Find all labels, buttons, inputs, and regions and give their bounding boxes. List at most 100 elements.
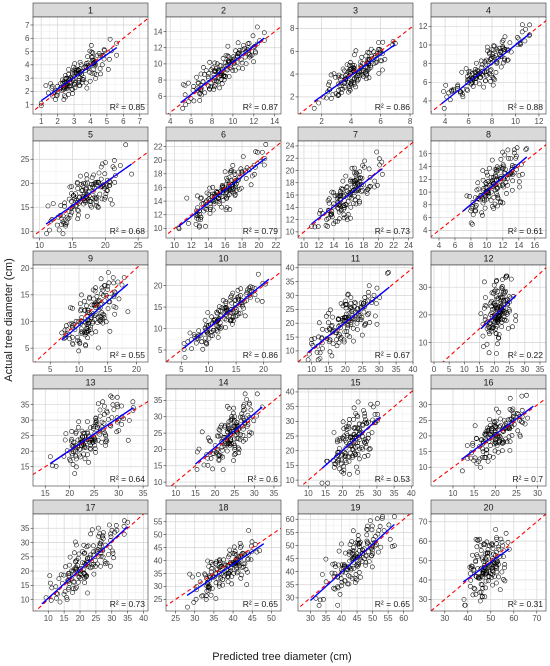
data-point <box>478 548 484 553</box>
data-point <box>346 89 351 95</box>
data-point <box>488 198 494 203</box>
r-squared-label: R² = 0.7 <box>513 474 544 484</box>
data-point <box>215 324 221 329</box>
data-point <box>389 544 395 549</box>
data-point <box>343 173 349 179</box>
data-point <box>350 528 356 534</box>
data-point <box>359 54 365 60</box>
data-point <box>97 66 103 71</box>
data-point <box>97 305 103 311</box>
x-tick-label: 15 <box>232 365 241 374</box>
data-point <box>447 97 453 103</box>
data-point <box>352 452 358 458</box>
data-point <box>478 437 484 443</box>
data-point <box>349 79 354 84</box>
data-point <box>74 335 80 340</box>
x-tick-label: 60 <box>399 614 408 623</box>
y-tick-label: 10 <box>21 595 30 604</box>
y-tick-label: 5 <box>25 344 30 353</box>
data-point <box>108 534 114 540</box>
data-point <box>498 64 504 70</box>
data-point <box>257 548 262 554</box>
data-point <box>464 86 470 92</box>
data-point <box>341 337 347 343</box>
data-point <box>102 171 108 177</box>
fit-line <box>178 157 267 227</box>
data-point <box>205 74 211 79</box>
r-squared-label: R² = 0.22 <box>508 350 543 360</box>
data-point <box>103 160 108 165</box>
data-point <box>353 84 359 90</box>
x-tick-label: 60 <box>509 614 518 623</box>
data-point <box>366 50 372 56</box>
data-point <box>75 338 81 343</box>
data-point <box>213 570 218 576</box>
data-point <box>243 176 249 181</box>
data-point <box>206 438 212 443</box>
data-point <box>97 318 103 324</box>
panel-plot-area <box>298 17 413 114</box>
reference-line <box>33 400 148 476</box>
data-point <box>204 575 209 581</box>
data-point <box>494 306 499 311</box>
data-point <box>327 349 333 355</box>
data-point <box>76 319 81 325</box>
x-tick-label: 20 <box>490 365 499 374</box>
data-point <box>472 204 478 210</box>
data-point <box>370 547 375 553</box>
data-point <box>75 563 80 568</box>
data-point <box>316 320 322 326</box>
data-point <box>340 66 346 72</box>
data-point <box>365 539 370 545</box>
data-point <box>488 312 493 317</box>
data-point <box>66 573 71 579</box>
data-point <box>314 349 320 355</box>
data-point <box>98 176 104 182</box>
data-point <box>378 48 384 53</box>
data-point <box>475 195 481 201</box>
data-point <box>505 417 511 423</box>
data-point <box>523 147 529 152</box>
data-point <box>212 68 218 73</box>
data-point <box>471 567 477 573</box>
reference-line <box>167 26 281 114</box>
x-tick-label: 20 <box>132 365 141 374</box>
x-tick-label: 10 <box>44 614 53 623</box>
data-point <box>366 66 372 72</box>
data-point <box>48 81 54 86</box>
data-point <box>353 170 359 176</box>
panel-plot-area <box>33 514 148 611</box>
data-point <box>210 466 215 472</box>
data-point <box>70 87 76 92</box>
data-point <box>238 166 244 172</box>
data-point <box>465 77 470 83</box>
data-point <box>84 303 89 309</box>
data-point <box>100 311 106 317</box>
data-point <box>94 53 100 58</box>
r-squared-label: R² = 0.88 <box>508 102 543 112</box>
data-point <box>231 405 237 411</box>
data-point <box>324 217 330 222</box>
data-point <box>209 566 214 572</box>
x-tick-label: 25 <box>230 489 239 498</box>
data-point <box>109 201 115 207</box>
x-tick-label: 30 <box>440 614 449 623</box>
data-point <box>349 539 355 544</box>
y-tick-label: 18 <box>286 179 295 188</box>
r-squared-label: R² = 0.73 <box>375 226 410 236</box>
data-point <box>341 318 347 323</box>
data-point <box>483 447 489 453</box>
y-tick-label: 30 <box>286 417 295 426</box>
data-point <box>351 405 357 411</box>
data-point <box>353 451 359 457</box>
data-point <box>213 189 219 194</box>
data-point <box>344 332 350 338</box>
fit-line <box>41 526 129 605</box>
data-point <box>237 437 243 443</box>
data-point <box>111 407 117 412</box>
data-point <box>100 547 106 552</box>
data-point <box>361 439 367 445</box>
data-point <box>504 191 509 196</box>
